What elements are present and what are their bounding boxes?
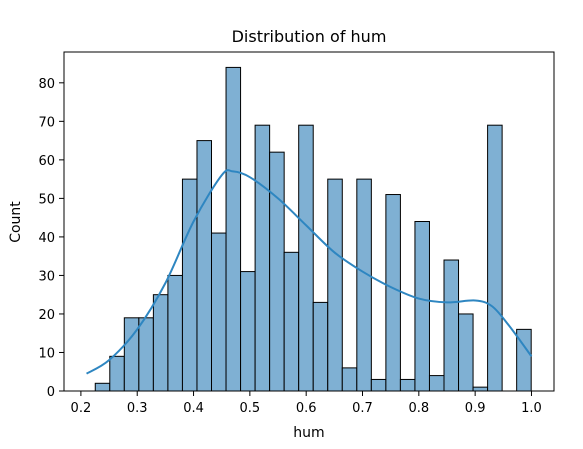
y-axis-ticks: 0 10 20 30 40 50 60 70 80 xyxy=(38,77,64,400)
histogram-bar xyxy=(152,294,169,392)
x-tick-label: 0.2 xyxy=(71,401,92,416)
histogram-bar xyxy=(414,221,430,392)
histogram-bar xyxy=(211,232,227,392)
kde-line xyxy=(86,169,533,375)
histogram-bar xyxy=(472,386,489,392)
histogram-bar xyxy=(225,66,242,392)
histogram-bar xyxy=(269,151,285,392)
y-tick-label: 60 xyxy=(38,154,55,169)
x-tick-label: 0.7 xyxy=(352,401,373,416)
histogram-bar xyxy=(399,378,416,392)
x-tick-label: 0.4 xyxy=(183,401,204,416)
histogram-bar xyxy=(487,124,503,392)
plot-frame xyxy=(63,51,555,392)
histogram-bar xyxy=(458,313,474,392)
histogram-bar xyxy=(370,378,387,392)
histogram-bar xyxy=(298,124,314,392)
chart-title: Distribution of hum xyxy=(232,27,387,46)
x-tick-label: 0.3 xyxy=(127,401,148,416)
histogram-bar xyxy=(341,367,358,392)
histogram-bar xyxy=(385,194,401,392)
y-tick-label: 50 xyxy=(38,192,55,207)
y-tick-label: 20 xyxy=(38,308,55,323)
x-tick-label: 1.0 xyxy=(521,401,542,416)
y-tick-label: 10 xyxy=(38,346,55,361)
histogram-bar xyxy=(196,140,213,392)
histogram-bar xyxy=(94,382,111,392)
bars-group xyxy=(94,66,532,392)
histogram-bar xyxy=(428,375,445,392)
y-tick-label: 40 xyxy=(38,231,55,246)
histogram-bar xyxy=(138,317,154,392)
x-axis-label: hum xyxy=(293,425,324,441)
histogram-bar xyxy=(356,178,372,392)
histogram-bar xyxy=(283,251,300,392)
y-tick-label: 30 xyxy=(38,269,55,284)
kde-layer xyxy=(86,169,533,375)
y-tick-label: 70 xyxy=(38,115,55,130)
y-tick-label: 0 xyxy=(47,385,55,400)
histogram-bar xyxy=(443,259,460,392)
y-axis-label: Count xyxy=(8,201,24,243)
histogram-bar xyxy=(167,274,183,392)
x-tick-label: 0.6 xyxy=(296,401,317,416)
histogram-bar xyxy=(181,178,198,392)
histogram-bar xyxy=(240,271,256,392)
x-axis-ticks: 0.2 0.3 0.4 0.5 0.6 0.7 0.8 0.9 1.0 xyxy=(71,391,542,416)
histogram-bar xyxy=(254,124,271,392)
y-tick-label: 80 xyxy=(38,77,55,92)
histogram-bar xyxy=(327,178,343,392)
histogram-bar xyxy=(312,301,329,392)
histogram-bar xyxy=(109,355,125,392)
x-tick-label: 0.8 xyxy=(408,401,429,416)
x-tick-label: 0.9 xyxy=(465,401,486,416)
x-tick-label: 0.5 xyxy=(240,401,261,416)
